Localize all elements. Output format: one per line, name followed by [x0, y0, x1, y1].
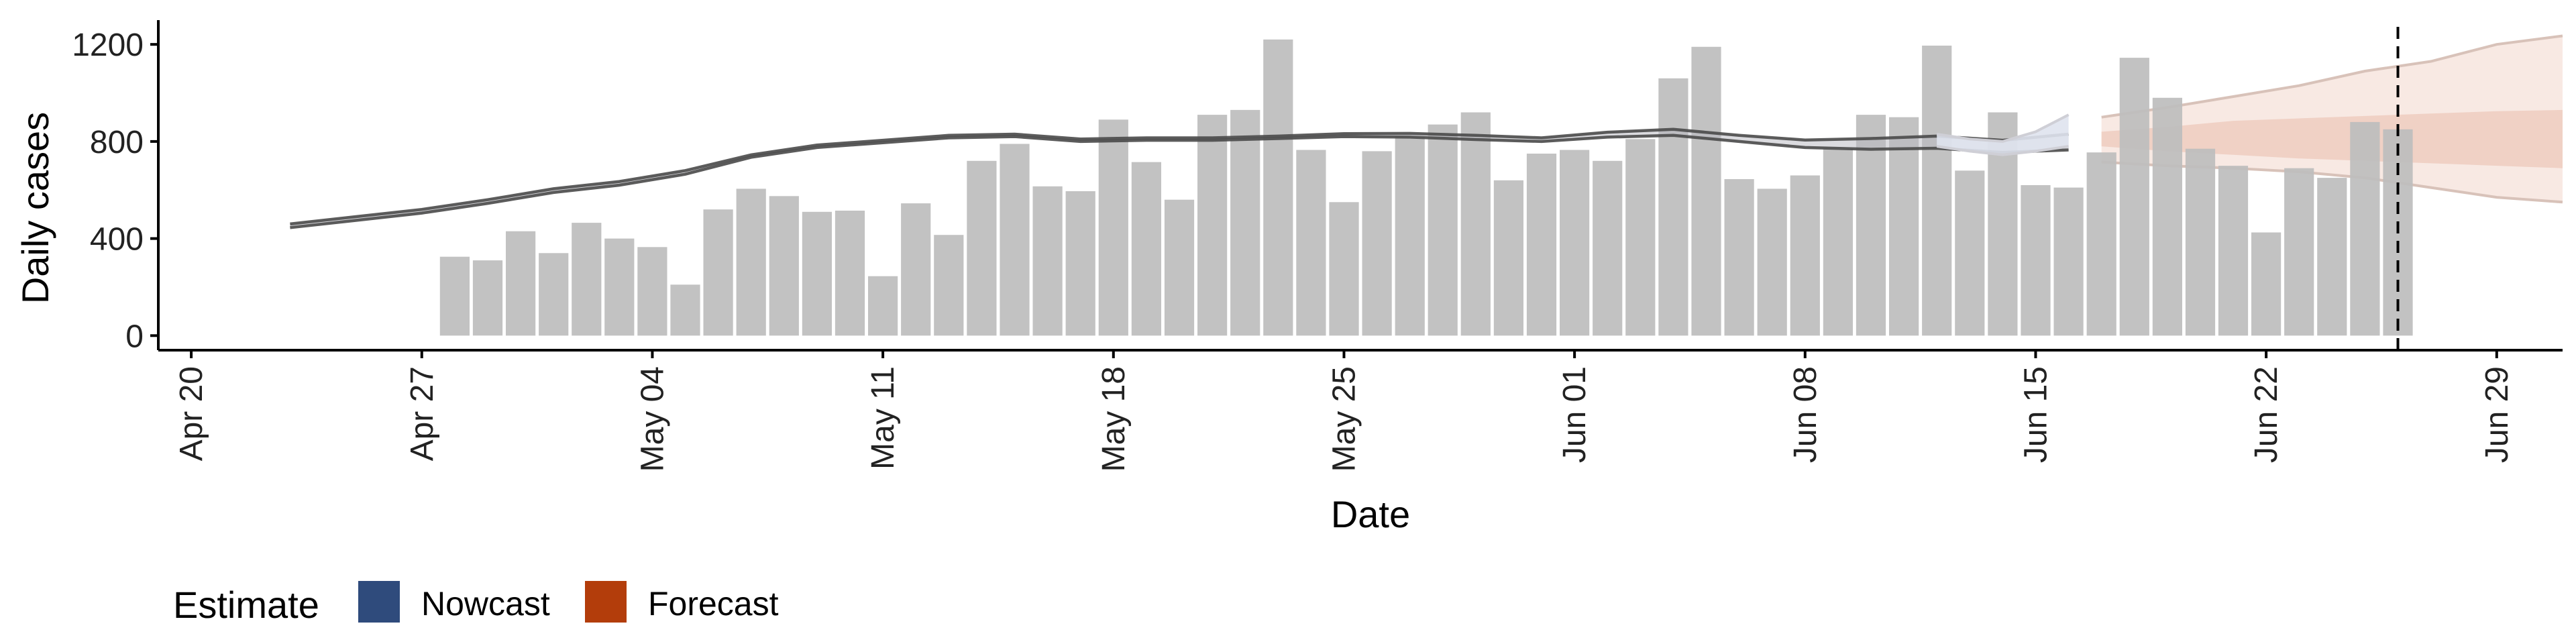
bar	[1000, 144, 1030, 336]
bar	[2185, 148, 2216, 336]
nowcast-band	[1937, 115, 2069, 155]
x-tick-label: May 25	[1326, 366, 1362, 472]
bar	[2251, 232, 2282, 336]
y-tick-label: 1200	[72, 28, 144, 63]
bar	[1889, 117, 1919, 336]
nowcast-lower-line	[1936, 145, 2069, 156]
estimate-upper-line	[290, 127, 2069, 226]
bar	[1658, 78, 1688, 336]
x-tick-label: Jun 22	[2249, 366, 2284, 463]
bar	[703, 209, 733, 336]
bar	[1263, 39, 1293, 336]
bar	[2218, 166, 2249, 336]
estimate-lower-line	[290, 133, 2069, 229]
bar	[1757, 189, 1787, 336]
legend-swatch-forecast	[585, 581, 627, 623]
bar	[1493, 180, 1523, 336]
bar	[1329, 202, 1359, 336]
bar	[670, 284, 700, 336]
bar	[1131, 162, 1161, 336]
legend-label-forecast: Forecast	[648, 585, 779, 623]
x-axis-title: Date	[1331, 493, 1410, 535]
bar	[901, 203, 931, 336]
bar	[604, 238, 635, 336]
y-axis-title: Daily cases	[14, 112, 56, 304]
bar	[1955, 170, 1985, 336]
bar	[2053, 187, 2084, 336]
axes: 0 400 800 1200 Apr 20 Apr 27 May 04 May 11 May 1…	[72, 20, 2563, 472]
bar	[1230, 109, 1260, 336]
x-tick-label: Jun 01	[1557, 366, 1593, 463]
bar	[967, 160, 997, 336]
bar	[2086, 152, 2116, 336]
bar	[1362, 151, 1392, 336]
forecast-inner-band	[2101, 109, 2563, 168]
bar	[539, 253, 569, 336]
bar	[769, 196, 799, 336]
bar	[572, 223, 602, 336]
bar	[802, 211, 832, 336]
bar	[1790, 175, 1820, 336]
nowcast-upper-line	[1936, 113, 2070, 143]
bar	[868, 276, 898, 336]
bar	[1032, 186, 1063, 336]
bar	[1065, 191, 1095, 336]
bar	[1823, 148, 1853, 336]
x-tick-label: May 04	[635, 366, 670, 472]
bar	[2119, 58, 2149, 336]
bar	[1560, 150, 1590, 336]
bar	[736, 189, 766, 336]
bar	[2317, 178, 2347, 336]
x-tick-label: Jun 15	[2018, 366, 2053, 463]
bar	[2350, 121, 2380, 336]
bar	[1460, 112, 1491, 336]
bar	[835, 211, 865, 336]
bar	[1922, 46, 1952, 336]
bar	[439, 256, 470, 336]
x-tick-label: Jun 29	[2479, 366, 2515, 463]
estimate-lines	[290, 27, 2400, 350]
x-tick-label: May 11	[865, 366, 901, 470]
forecast-band	[2101, 34, 2563, 204]
y-tick-label: 400	[90, 222, 144, 258]
bar	[1691, 46, 1721, 336]
legend-swatch-nowcast	[358, 581, 400, 623]
legend-title: Estimate	[173, 584, 319, 626]
bar	[2284, 168, 2314, 336]
bar	[1428, 124, 1458, 336]
x-tick-label: Apr 27	[405, 366, 440, 461]
bar	[934, 235, 964, 336]
bar	[472, 260, 503, 336]
y-tick-label: 0	[125, 319, 144, 354]
bar	[2021, 185, 2051, 336]
bar	[1526, 154, 1557, 336]
bar	[1098, 119, 1128, 336]
bar	[637, 247, 667, 336]
x-tick-label: May 18	[1096, 366, 1132, 472]
bar	[1724, 179, 1754, 336]
x-tick-label: Apr 20	[174, 366, 209, 461]
bar	[1856, 115, 1886, 336]
x-tick-label: Jun 08	[1788, 366, 1823, 463]
legend-label-nowcast: Nowcast	[421, 585, 550, 623]
legend: Estimate Nowcast Forecast	[173, 581, 779, 626]
bar	[1593, 160, 1623, 336]
y-tick-label: 800	[90, 125, 144, 160]
bar	[1197, 115, 1228, 336]
bar	[2152, 97, 2182, 336]
bar	[1395, 136, 1425, 336]
bar	[1296, 150, 1326, 336]
bar	[1164, 199, 1195, 336]
bar	[506, 231, 536, 336]
bar	[1625, 139, 1656, 336]
bar-series	[439, 39, 2413, 336]
